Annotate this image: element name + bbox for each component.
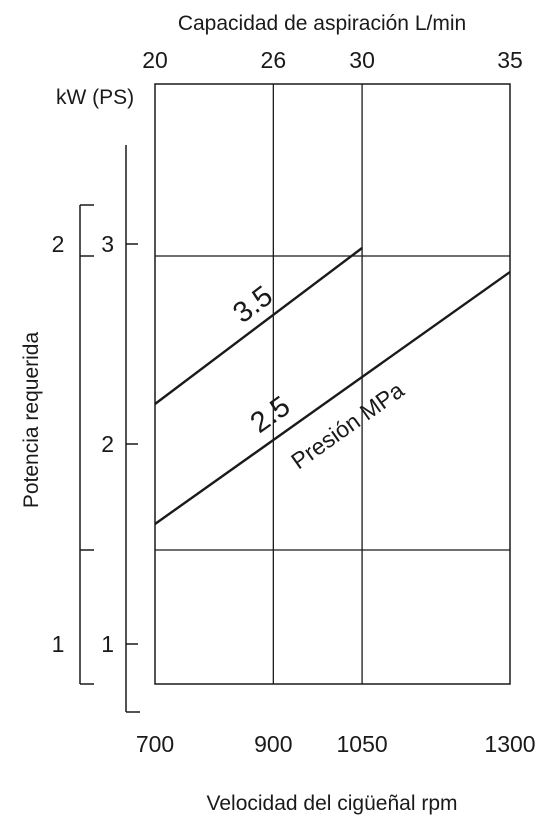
kw-tick-label: 2 (101, 431, 114, 457)
series-line-3-5 (154, 247, 363, 405)
y-axis-title: Potencia requerida (20, 332, 43, 509)
ps-tick-label: 1 (52, 631, 65, 657)
series-label: 3.5 (227, 280, 278, 330)
pressure-unit-label: Presión MPa (286, 377, 409, 475)
bottom-tick-label: 900 (254, 731, 292, 757)
top-axis-title: Capacidad de aspiración L/min (178, 12, 466, 35)
y-unit-label: kW (PS) (56, 86, 134, 109)
ps-tick-label: 2 (52, 231, 65, 257)
bottom-axis-title: Velocidad del cigüeñal rpm (207, 792, 458, 815)
grid (155, 84, 510, 684)
axes (79, 145, 140, 713)
top-tick-label: 35 (497, 47, 523, 73)
series-line-2-5 (154, 271, 511, 525)
plot-frame (154, 83, 511, 685)
top-tick-label: 26 (261, 47, 287, 73)
bottom-tick-label: 1300 (484, 731, 535, 757)
series-label: 2.5 (245, 390, 296, 439)
kw-tick-label: 3 (101, 231, 114, 257)
top-tick-label: 20 (142, 47, 168, 73)
bottom-tick-label: 1050 (336, 731, 387, 757)
labels: 700 20 900 26 1050 30 1300 35 1 2 3 1 2 3.5 2.5Presión… (52, 47, 536, 757)
top-tick-label: 30 (349, 47, 375, 73)
bottom-tick-label: 700 (136, 731, 174, 757)
series-lines (154, 247, 511, 525)
kw-tick-label: 1 (101, 631, 114, 657)
